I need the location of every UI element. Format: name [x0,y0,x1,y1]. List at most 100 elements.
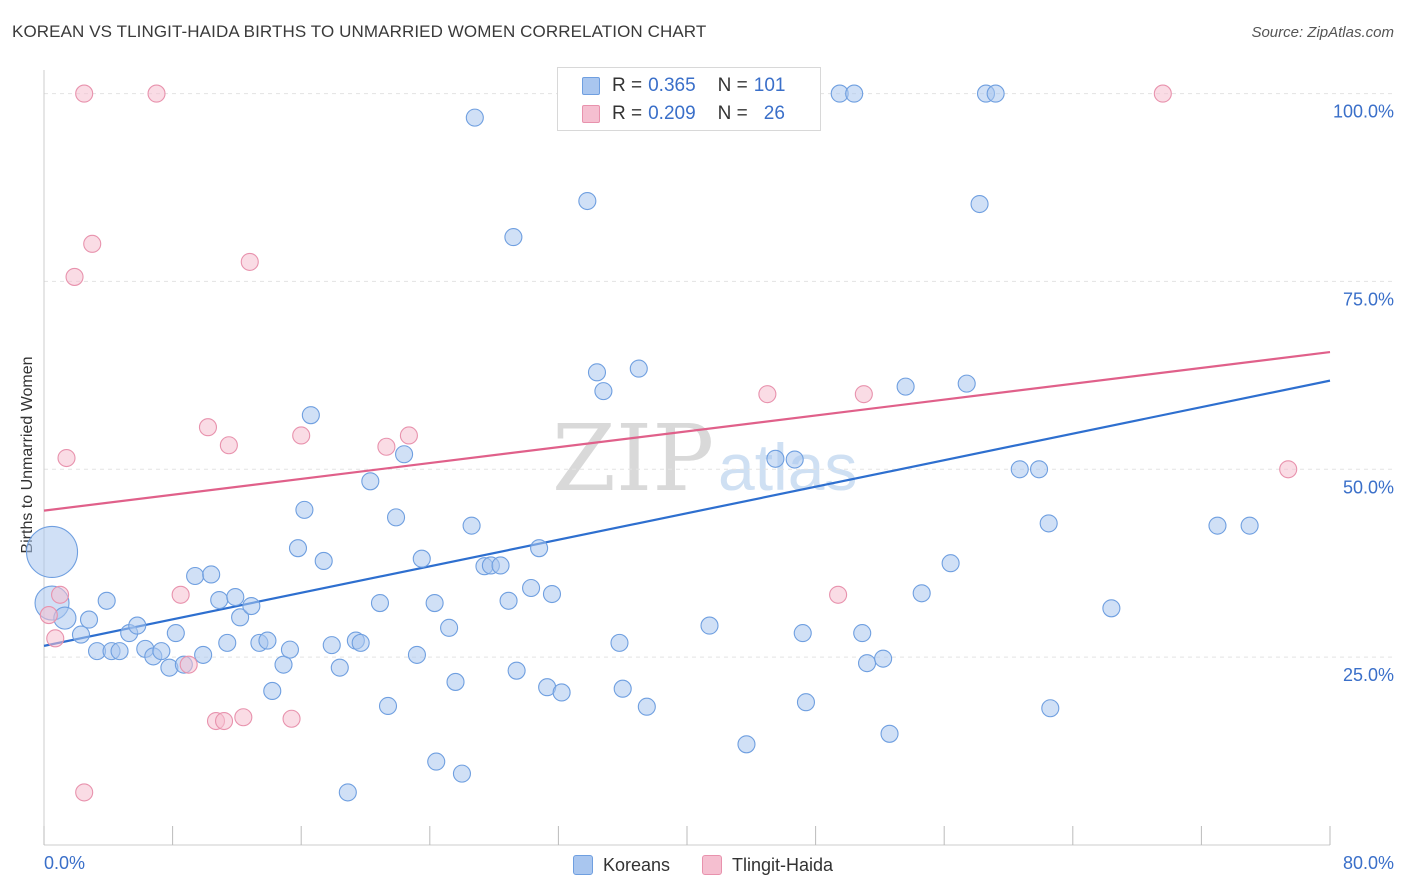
axes [43,70,1331,846]
point-korean [314,551,333,571]
series-legend: Koreans Tlingit-Haida [0,852,1406,878]
point-tlingit-haida [219,436,238,455]
chart-title: KOREAN VS TLINGIT-HAIDA BIRTHS TO UNMARR… [12,22,707,41]
point-korean [785,450,804,469]
point-korean [793,624,812,643]
point-korean [128,616,147,635]
point-korean [845,84,864,103]
point-korean [412,549,431,568]
point-korean [166,624,185,643]
point-tlingit-haida [1153,84,1172,103]
point-tlingit-haida [171,585,190,604]
point-tlingit-haida [65,267,84,286]
point-korean [361,472,380,491]
point-korean [491,556,510,575]
point-korean [1041,699,1060,718]
point-korean [1010,460,1029,479]
point-korean [587,363,607,382]
point-korean [957,374,976,393]
y-tick-label: 25.0% [1343,665,1394,685]
point-korean [288,539,308,558]
legend-row-koreans: R = 0.365 N = 101 [582,73,785,99]
point-korean [462,516,481,535]
legend-swatch-tlingit-haida [702,855,722,875]
point-korean [1029,460,1049,479]
point-korean [796,693,816,712]
point-tlingit-haida [75,783,94,802]
legend-r-value: 0.365 [648,75,696,96]
point-korean [578,191,597,211]
point-korean [853,624,872,643]
point-korean [97,591,116,610]
point-tlingit-haida [282,709,301,728]
point-tlingit-haida [198,418,218,437]
point-korean [857,654,877,673]
point-tlingit-haida [46,629,65,648]
point-korean [110,642,129,661]
point-korean [1039,514,1058,533]
source-credit: Source: ZipAtlas.com [1251,24,1394,41]
legend-swatch-koreans [572,855,593,875]
point-tlingit-haida [51,585,70,604]
point-korean [896,377,915,396]
point-tlingit-haida [57,448,76,468]
point-korean [766,449,785,468]
watermark-zip: ZIP [552,405,714,512]
point-korean [552,683,571,702]
legend-item-koreans: Koreans [572,854,670,876]
tick-labels: 25.0% 50.0% 75.0% 100.0% 0.0% 80.0% [44,102,1394,873]
point-tlingit-haida [854,385,873,404]
point-korean [629,359,648,378]
point-korean [874,649,893,668]
legend-n-value: 101 [753,75,786,96]
point-tlingit-haida [399,426,418,445]
point-tlingit-haida [829,585,848,604]
y-tick-label: 100.0% [1333,102,1394,122]
point-korean [25,525,79,578]
point-korean [427,752,446,771]
x-tick-label-min: 0.0% [44,853,85,873]
point-korean [507,661,526,680]
point-tlingit-haida [214,711,234,731]
point-korean [194,645,213,664]
point-tlingit-haida [1279,460,1298,479]
point-korean [1102,599,1121,618]
point-korean [425,593,444,613]
point-korean [986,84,1005,103]
point-korean [613,679,632,698]
point-korean [610,633,629,652]
legend-swatch-tlingit-haida [582,105,600,123]
point-korean [280,640,299,659]
point-korean [386,508,406,527]
point-korean [263,681,282,701]
gridlines [44,93,1394,658]
point-korean [218,633,237,652]
legend-label-tlingit-haida: Tlingit-Haida [732,854,834,875]
point-korean [970,194,989,214]
y-tick-label: 75.0% [1343,289,1394,309]
point-korean [446,672,465,691]
point-korean [594,382,613,401]
point-tlingit-haida [234,708,253,727]
point-tlingit-haida [147,84,166,103]
legend-r-label: R = [612,75,643,96]
point-korean [351,633,370,652]
point-tlingit-haida [179,655,198,674]
trendline-tlingit-haida [43,350,1331,512]
point-korean [452,764,472,783]
point-korean [395,445,414,464]
point-tlingit-haida [377,437,396,456]
point-korean [912,584,931,603]
legend-n-label: N = [717,103,748,124]
point-tlingit-haida [240,252,259,271]
point-korean [226,587,245,607]
point-korean [378,696,398,716]
point-korean [295,500,314,519]
point-korean [186,566,205,586]
legend-label-koreans: Koreans [602,854,670,875]
y-tick-label: 50.0% [1343,477,1394,497]
point-korean [700,616,719,635]
legend-swatch-koreans [582,77,600,95]
point-korean [242,596,261,616]
